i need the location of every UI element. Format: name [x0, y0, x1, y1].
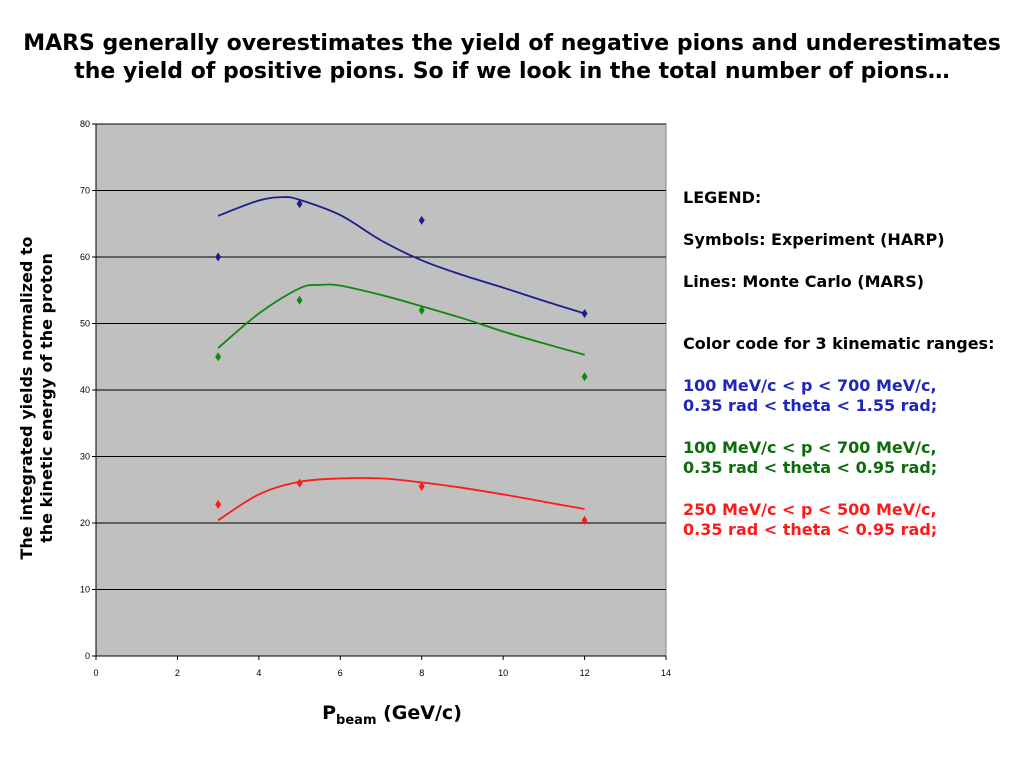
x-axis-label: Pbeam (GeV/c) [292, 702, 492, 728]
legend-range-1-line-1: 100 MeV/c < p < 700 MeV/c, [683, 376, 937, 395]
tick-labels: 0 10 20 30 40 50 60 70 80 0 2 4 6 8 10 12 14 [80, 119, 671, 678]
y-axis-label: The integrated yields normalized to the … [17, 168, 57, 628]
x-axis-label-unit: (GeV/c) [383, 702, 462, 724]
experiment-markers [215, 199, 588, 525]
data-point [418, 305, 425, 315]
data-point [581, 372, 588, 382]
data-point [581, 309, 588, 319]
mc-curves [217, 196, 585, 522]
x-axis-label-main: P [322, 702, 337, 724]
slide-title-line-2: the yield of positive pions. So if we lo… [74, 59, 950, 84]
legend-symbols: Symbols: Experiment (HARP) [683, 230, 945, 249]
data-point [215, 499, 222, 509]
legend-range-1: 100 MeV/c < p < 700 MeV/c, 0.35 rad < th… [683, 376, 1003, 416]
legend-range-2-line-2: 0.35 rad < theta < 0.95 rad; [683, 458, 938, 477]
y-axis-label-line-1: The integrated yields normalized to [17, 236, 36, 560]
legend-range-2-line-1: 100 MeV/c < p < 700 MeV/c, [683, 438, 937, 457]
x-tick-label: 12 [580, 668, 590, 678]
data-point [581, 515, 588, 525]
y-tick-label: 10 [80, 585, 90, 595]
y-tick-label: 60 [80, 252, 90, 262]
legend-range-3: 250 MeV/c < p < 500 MeV/c, 0.35 rad < th… [683, 500, 1003, 540]
legend-range-2: 100 MeV/c < p < 700 MeV/c, 0.35 rad < th… [683, 438, 1003, 478]
slide-title: MARS generally overestimates the yield o… [10, 30, 1014, 86]
data-point [296, 199, 303, 209]
mc-curve-2 [217, 283, 585, 356]
mc-curve-3 [217, 477, 585, 522]
x-tick-label: 10 [498, 668, 508, 678]
slide-title-line-1: MARS generally overestimates the yield o… [23, 31, 1001, 56]
y-tick-label: 50 [80, 319, 90, 329]
data-point [296, 295, 303, 305]
y-tick-label: 20 [80, 518, 90, 528]
legend-lines: Lines: Monte Carlo (MARS) [683, 272, 925, 291]
legend-range-1-line-2: 0.35 rad < theta < 1.55 rad; [683, 396, 938, 415]
data-point [215, 252, 222, 262]
legend: LEGEND: Symbols: Experiment (HARP) Lines… [683, 188, 1003, 540]
data-point [296, 478, 303, 488]
y-tick-label: 40 [80, 385, 90, 395]
y-axis-label-line-2: the kinetic energy of the proton [37, 253, 56, 543]
legend-heading: LEGEND: [683, 188, 762, 207]
legend-range-3-line-2: 0.35 rad < theta < 0.95 rad; [683, 520, 938, 539]
x-tick-label: 8 [419, 668, 424, 678]
x-axis-label-sub: beam [336, 712, 377, 728]
x-tick-label: 0 [93, 668, 98, 678]
x-tick-label: 6 [338, 668, 343, 678]
legend-color-code: Color code for 3 kinematic ranges: [683, 334, 995, 353]
axes [92, 123, 667, 660]
x-tick-label: 2 [175, 668, 180, 678]
y-tick-label: 70 [80, 186, 90, 196]
y-tick-label: 0 [85, 651, 90, 661]
grid-lines [96, 123, 666, 590]
x-tick-label: 4 [256, 668, 261, 678]
y-tick-label: 80 [80, 119, 90, 129]
data-point [215, 352, 222, 362]
legend-range-3-line-1: 250 MeV/c < p < 500 MeV/c, [683, 500, 937, 519]
y-tick-label: 30 [80, 452, 90, 462]
mc-curve-1 [217, 196, 585, 315]
x-tick-label: 14 [661, 668, 671, 678]
data-point [418, 481, 425, 491]
data-point [418, 215, 425, 225]
